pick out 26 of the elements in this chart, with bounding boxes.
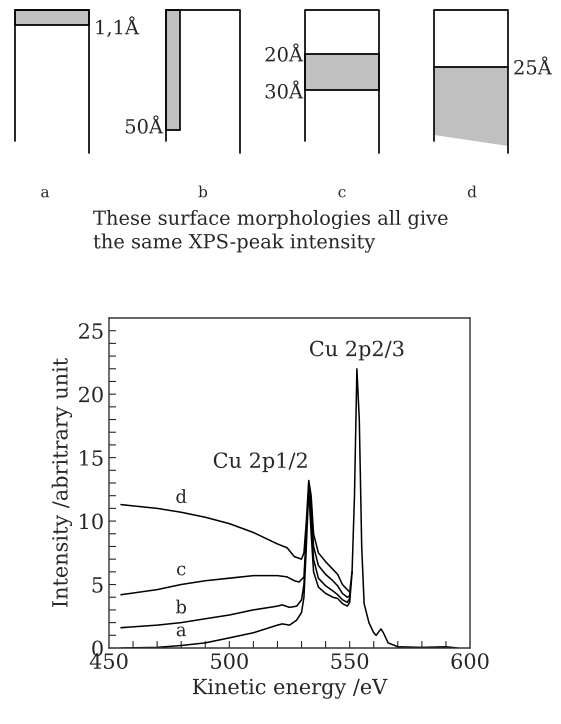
text: 20Å bbox=[266, 43, 304, 62]
x-tick-label: 600 bbox=[452, 653, 488, 669]
text: These surface morphologies all give the same XPS-peak intensity bbox=[93, 210, 448, 253]
y-axis-title: Intensity /abritrary unit bbox=[52, 358, 72, 607]
text: 1,1Å bbox=[96, 16, 140, 37]
series-label: a bbox=[176, 626, 186, 636]
x-tick-label: 550 bbox=[332, 653, 368, 669]
y-tick-label: 25 bbox=[79, 323, 103, 339]
x-axis-title: Kinetic energy /eV bbox=[192, 678, 388, 699]
text: b bbox=[198, 186, 208, 198]
x-tick-label: 500 bbox=[211, 653, 248, 669]
series-label: d bbox=[176, 489, 186, 504]
annotation: Cu 2p1/2 bbox=[214, 452, 307, 472]
text: 30Å bbox=[266, 80, 304, 99]
y-tick-label: 5 bbox=[92, 577, 103, 593]
text: d bbox=[468, 186, 476, 198]
annotation: Cu 2p2/3 bbox=[310, 340, 404, 360]
y-tick-label: 10 bbox=[80, 514, 103, 530]
text: c bbox=[338, 189, 346, 198]
y-tick-label: 15 bbox=[80, 450, 103, 466]
text: 25Å bbox=[514, 56, 552, 75]
text: 50Å bbox=[126, 115, 164, 134]
series-label: c bbox=[177, 566, 186, 576]
y-tick-label: 20 bbox=[79, 386, 103, 402]
text: a bbox=[41, 189, 50, 198]
series-label: b bbox=[176, 600, 186, 614]
